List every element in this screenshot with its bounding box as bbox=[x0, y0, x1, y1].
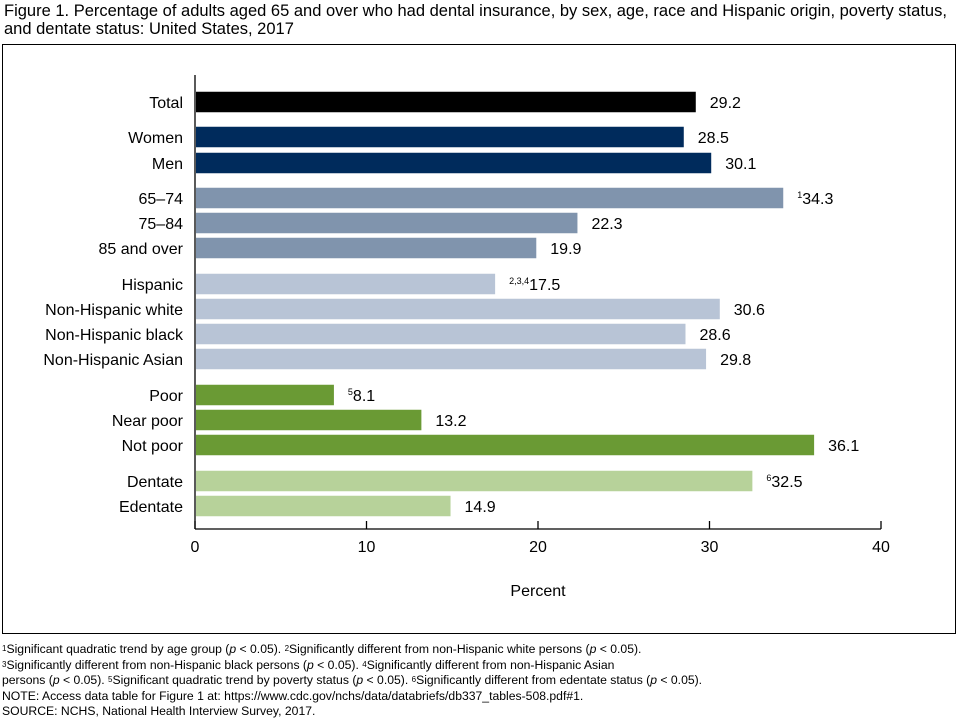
bar bbox=[196, 384, 334, 406]
x-tick-label: 40 bbox=[872, 539, 890, 556]
category-label: Non-Hispanic black bbox=[45, 327, 184, 344]
bar bbox=[196, 212, 578, 234]
data-label: 36.1 bbox=[828, 438, 859, 455]
data-label: 632.5 bbox=[766, 473, 802, 491]
footnote-note: NOTE: Access data table for Figure 1 at:… bbox=[2, 688, 584, 703]
bar bbox=[196, 187, 784, 209]
footnote-marker: 4 bbox=[362, 659, 367, 669]
x-tick-label: 30 bbox=[701, 539, 719, 556]
bar bbox=[196, 323, 686, 345]
data-label: 14.9 bbox=[465, 499, 496, 516]
bar bbox=[196, 237, 537, 259]
bar bbox=[196, 495, 451, 517]
bar bbox=[196, 273, 496, 295]
category-label: 65–74 bbox=[139, 191, 184, 208]
category-label: Dentate bbox=[127, 474, 183, 491]
data-label-footnote-marker: 1 bbox=[797, 190, 802, 200]
category-label: Hispanic bbox=[122, 277, 183, 294]
data-label: 2,3,417.5 bbox=[509, 276, 560, 294]
data-label-footnote-marker: 6 bbox=[766, 473, 771, 483]
x-tick-label: 10 bbox=[358, 539, 376, 556]
x-tick-label: 20 bbox=[529, 539, 547, 556]
footnote-marker: 5 bbox=[108, 675, 113, 684]
bar bbox=[196, 409, 422, 431]
data-label-footnote-marker: 5 bbox=[348, 387, 353, 397]
category-label: 85 and over bbox=[98, 241, 183, 258]
category-label: 75–84 bbox=[139, 216, 184, 233]
bar bbox=[196, 470, 753, 492]
x-axis-label: Percent bbox=[510, 583, 566, 600]
category-label: Non-Hispanic Asian bbox=[43, 352, 183, 369]
bar bbox=[196, 126, 684, 148]
data-label: 29.8 bbox=[720, 352, 751, 369]
footnote-marker: 6 bbox=[411, 675, 417, 684]
bar-chart: 0 10 20 30 40 Percent Total 29.2 Women 28.5 Men 30.… bbox=[43, 75, 890, 600]
bar bbox=[196, 91, 696, 113]
footnote-line-3: persons (p < 0.05). 5Significant quadrat… bbox=[2, 673, 703, 687]
data-label-value: 32.5 bbox=[771, 474, 802, 491]
category-label: Edentate bbox=[119, 499, 183, 516]
data-label-footnote-marker: 2,3,4 bbox=[509, 276, 529, 286]
category-label: Not poor bbox=[122, 438, 184, 455]
footnote-marker: 2 bbox=[284, 644, 290, 653]
data-label: 30.1 bbox=[725, 156, 756, 173]
figure-title: Figure 1. Percentage of adults aged 65 a… bbox=[4, 2, 947, 38]
bar bbox=[196, 434, 815, 456]
category-label: Men bbox=[152, 156, 183, 173]
data-label-value: 17.5 bbox=[529, 277, 560, 294]
bar bbox=[196, 348, 707, 370]
data-label: 22.3 bbox=[591, 216, 622, 233]
category-label: Near poor bbox=[112, 413, 184, 430]
data-label-value: 34.3 bbox=[802, 191, 833, 208]
footnote-source: SOURCE: NCHS, National Health Interview … bbox=[2, 704, 316, 718]
footnote-marker: 1 bbox=[2, 644, 7, 653]
category-label: Total bbox=[149, 95, 183, 112]
bar bbox=[196, 152, 712, 174]
data-label: 58.1 bbox=[348, 387, 375, 405]
chart-frame: 0 10 20 30 40 Percent Total 29.2 Women 28.5 Men 30.… bbox=[2, 44, 956, 634]
data-label: 30.6 bbox=[734, 302, 765, 319]
data-label: 19.9 bbox=[550, 241, 581, 258]
footnote-marker: 3 bbox=[2, 659, 7, 669]
data-label-value: 8.1 bbox=[353, 388, 375, 405]
data-label: 29.2 bbox=[710, 95, 741, 112]
data-label: 28.6 bbox=[699, 327, 730, 344]
x-tick-label: 0 bbox=[191, 539, 200, 556]
category-label: Poor bbox=[149, 388, 183, 405]
data-label: 13.2 bbox=[435, 413, 466, 430]
footnote-line-2: 3Significantly different from non-Hispan… bbox=[2, 657, 615, 672]
category-label: Women bbox=[128, 130, 183, 147]
category-label: Non-Hispanic white bbox=[45, 302, 183, 319]
bar bbox=[196, 298, 720, 320]
data-label: 134.3 bbox=[797, 190, 833, 208]
footnotes: 1Significant quadratic trend by age grou… bbox=[2, 642, 958, 720]
footnote-line-1: 1Significant quadratic trend by age grou… bbox=[2, 642, 642, 656]
data-label: 28.5 bbox=[698, 130, 729, 147]
